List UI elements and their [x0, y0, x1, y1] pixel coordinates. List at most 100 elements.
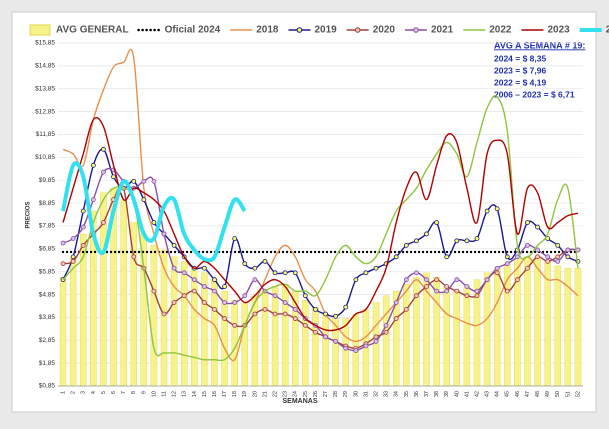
x-axis-label: SEMANAS: [282, 398, 317, 405]
point: [383, 329, 389, 335]
point: [373, 334, 379, 340]
bar: [534, 256, 541, 387]
legend-marker: [296, 27, 303, 33]
x-tick-label: 4: [91, 391, 97, 394]
point: [464, 238, 470, 244]
x-tick-label: 5: [101, 391, 107, 394]
point: [535, 247, 540, 253]
x-tick-label: 29: [343, 391, 349, 397]
point: [302, 323, 308, 328]
point: [494, 265, 500, 271]
point: [353, 277, 359, 283]
y-tick-label: $3,85: [39, 314, 56, 321]
legend-item: 2024: [579, 25, 609, 36]
x-tick-label: 31: [363, 391, 369, 397]
point: [424, 231, 429, 237]
legend-item: 2021: [404, 25, 454, 36]
y-tick-label: $15,85: [35, 40, 55, 47]
line: [61, 161, 247, 263]
bar: [201, 272, 208, 387]
point: [444, 254, 450, 260]
point: [252, 265, 258, 271]
point: [555, 242, 561, 248]
point: [262, 306, 268, 312]
x-tick-label: 25: [303, 391, 309, 397]
point: [242, 293, 248, 299]
y-tick-label: $1,85: [39, 360, 56, 367]
x-tick-label: 14: [192, 391, 198, 397]
point: [161, 311, 167, 317]
point: [101, 220, 106, 225]
point: [201, 265, 207, 271]
point: [313, 306, 318, 312]
point: [474, 288, 480, 294]
point: [454, 288, 460, 294]
y-tick-label: $4,85: [39, 291, 56, 298]
bar: [372, 302, 380, 387]
line: [62, 148, 579, 318]
point: [403, 306, 409, 312]
x-tick-label: 2: [71, 391, 77, 394]
legend-label: 2024: [606, 25, 609, 36]
legend-label: 2023: [547, 25, 570, 36]
point: [494, 270, 500, 276]
x-tick-label: 39: [444, 391, 450, 397]
point: [363, 270, 369, 276]
x-tick-label: 19: [242, 391, 248, 397]
bar: [443, 286, 450, 387]
point: [80, 242, 86, 248]
point: [272, 311, 278, 317]
x-tick-label: 20: [252, 391, 258, 397]
x-tick-label: 26: [313, 391, 319, 397]
bar: [433, 277, 440, 387]
legend-marker: [354, 27, 361, 33]
x-tick-label: 15: [202, 391, 208, 397]
y-tick-label: $2,85: [39, 337, 56, 344]
point: [171, 242, 177, 248]
x-tick-label: 38: [434, 391, 440, 397]
y-tick-label: $0,85: [39, 383, 56, 390]
x-tick-label: 40: [454, 391, 460, 397]
point: [282, 270, 288, 276]
bar: [180, 261, 188, 387]
point: [111, 174, 116, 180]
annotation-line: 2022 = $ 4,19: [494, 77, 547, 87]
y-axis-label: PRECIOS: [26, 201, 32, 228]
legend-label: 2018: [256, 25, 279, 36]
bar: [453, 290, 461, 387]
point: [212, 288, 217, 294]
point: [292, 316, 298, 321]
annotation: AVG A SEMANA # 19: 2024 = $ 8,35 2023 = …: [494, 40, 585, 99]
point: [201, 300, 207, 305]
x-tick-label: 24: [293, 391, 299, 397]
bar: [423, 272, 430, 387]
x-tick-label: 10: [151, 391, 157, 397]
y-tick-label: $12,85: [35, 108, 55, 115]
x-tick-label: 27: [323, 391, 329, 397]
bar: [403, 284, 410, 387]
y-tick-label: $6,85: [39, 246, 56, 253]
x-tick-label: 46: [515, 391, 521, 397]
point: [262, 258, 268, 264]
point: [414, 238, 419, 244]
point: [272, 293, 278, 299]
point: [535, 254, 540, 260]
line: [62, 48, 579, 362]
x-tick-label: 1: [61, 391, 67, 394]
x-tick-label: 16: [212, 391, 218, 397]
point: [171, 265, 177, 271]
x-tick-label: 41: [464, 391, 470, 397]
point: [90, 197, 96, 203]
point: [222, 316, 227, 321]
point: [555, 258, 561, 264]
x-tick-label: 6: [111, 391, 117, 394]
point: [212, 277, 217, 283]
bar: [241, 302, 249, 387]
point: [282, 311, 288, 317]
point: [232, 236, 238, 241]
x-tick-label: 49: [545, 391, 551, 397]
y-tick-label: $11,85: [36, 131, 56, 138]
point: [474, 293, 480, 299]
